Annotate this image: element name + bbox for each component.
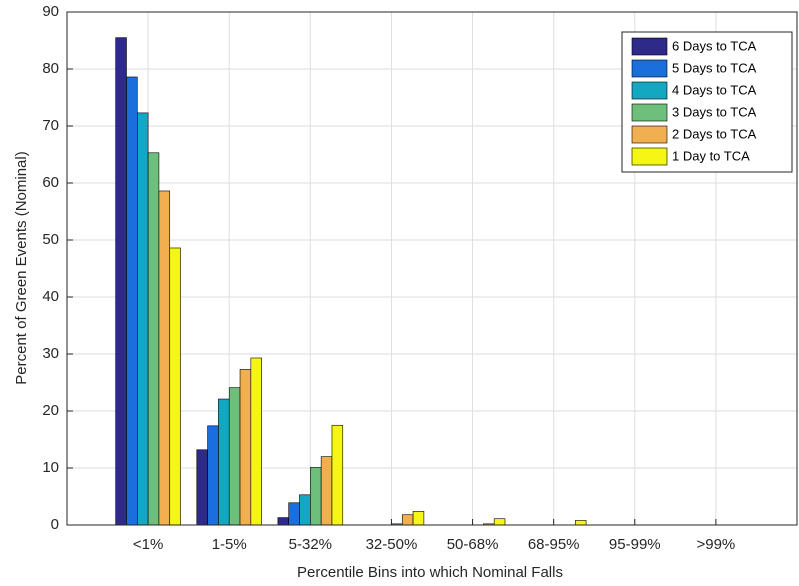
- x-tick-label: 32-50%: [366, 536, 418, 553]
- legend-swatch: [631, 103, 668, 122]
- legend-swatch: [631, 37, 668, 56]
- bar: [218, 398, 230, 526]
- legend-label: 2 Days to TCA: [672, 126, 757, 141]
- bar: [493, 518, 506, 526]
- y-tick-label: 50: [42, 231, 59, 248]
- bar: [207, 425, 219, 526]
- bar: [288, 502, 300, 526]
- legend-label: 4 Days to TCA: [672, 82, 757, 97]
- bar: [299, 494, 311, 526]
- x-tick-label: >99%: [696, 536, 735, 553]
- legend-swatch: [631, 59, 668, 78]
- y-tick-label: 90: [42, 3, 59, 20]
- bar: [401, 514, 414, 526]
- bar: [320, 456, 333, 526]
- bar: [147, 152, 160, 526]
- y-tick-label: 40: [42, 288, 59, 305]
- x-tick-label: 68-95%: [528, 536, 580, 553]
- y-tick-label: 20: [42, 402, 59, 419]
- bar: [310, 467, 322, 526]
- plot-frame: [66, 11, 798, 526]
- x-tick-label: 1-5%: [212, 536, 247, 553]
- x-axis-label: Percentile Bins into which Nominal Falls: [297, 564, 563, 581]
- bar: [239, 369, 252, 526]
- bar: [331, 424, 344, 526]
- bar: [412, 511, 425, 526]
- legend-swatch: [631, 125, 668, 144]
- bar: [196, 449, 208, 526]
- bar: [574, 520, 587, 526]
- x-tick-label: <1%: [133, 536, 163, 553]
- y-tick-label: 60: [42, 174, 59, 191]
- legend-label: 5 Days to TCA: [672, 60, 757, 75]
- legend-label: 6 Days to TCA: [672, 38, 757, 53]
- y-axis-label: Percent of Green Events (Nominal): [13, 151, 30, 384]
- x-tick-label: 50-68%: [447, 536, 499, 553]
- bar: [158, 190, 171, 526]
- legend-box: [621, 31, 793, 173]
- bar: [250, 357, 262, 526]
- legend-label: 3 Days to TCA: [672, 104, 757, 119]
- bar: [277, 517, 290, 526]
- bar: [126, 76, 138, 526]
- legend: 6 Days to TCA 5 Days to TCA 4 Days to TCA 3…: [621, 31, 793, 173]
- y-tick-label: 70: [42, 117, 59, 134]
- legend-swatch: [631, 81, 668, 100]
- legend-label: 1 Day to TCA: [672, 148, 750, 163]
- x-tick-label: 95-99%: [609, 536, 661, 553]
- bar: [228, 387, 241, 526]
- x-tick-label: 5-32%: [289, 536, 332, 553]
- y-tick-label: 80: [42, 60, 59, 77]
- y-tick-label: 30: [42, 345, 59, 362]
- y-tick-label: 10: [42, 459, 59, 476]
- legend-swatch: [631, 147, 668, 166]
- bar: [136, 112, 149, 526]
- bar: [169, 247, 181, 526]
- y-tick-label: 0: [51, 516, 59, 533]
- bar: [115, 37, 127, 526]
